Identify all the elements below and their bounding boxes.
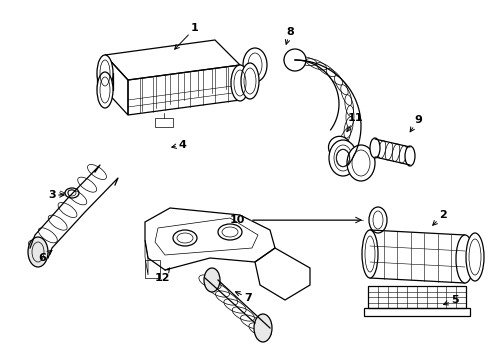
Ellipse shape xyxy=(241,63,259,99)
Ellipse shape xyxy=(97,55,113,91)
Text: 9: 9 xyxy=(409,115,421,132)
Ellipse shape xyxy=(328,136,350,158)
Text: 5: 5 xyxy=(443,295,458,305)
Ellipse shape xyxy=(455,235,473,283)
Ellipse shape xyxy=(404,146,414,166)
Text: 4: 4 xyxy=(171,140,185,150)
Text: 8: 8 xyxy=(285,27,293,44)
Text: 1: 1 xyxy=(174,23,199,49)
Text: 10: 10 xyxy=(229,215,244,225)
Text: 12: 12 xyxy=(154,268,169,283)
Ellipse shape xyxy=(328,140,356,176)
Ellipse shape xyxy=(203,268,220,292)
Ellipse shape xyxy=(253,314,271,342)
Ellipse shape xyxy=(465,233,483,281)
Text: 7: 7 xyxy=(235,292,251,303)
Text: 6: 6 xyxy=(38,250,52,263)
Text: 2: 2 xyxy=(432,210,446,225)
Ellipse shape xyxy=(361,230,377,278)
Ellipse shape xyxy=(346,145,374,181)
Ellipse shape xyxy=(230,65,248,101)
Ellipse shape xyxy=(28,237,48,267)
Text: 3: 3 xyxy=(48,190,64,200)
Ellipse shape xyxy=(97,72,113,108)
Text: 11: 11 xyxy=(346,113,362,132)
Ellipse shape xyxy=(284,49,305,71)
Ellipse shape xyxy=(369,138,379,158)
